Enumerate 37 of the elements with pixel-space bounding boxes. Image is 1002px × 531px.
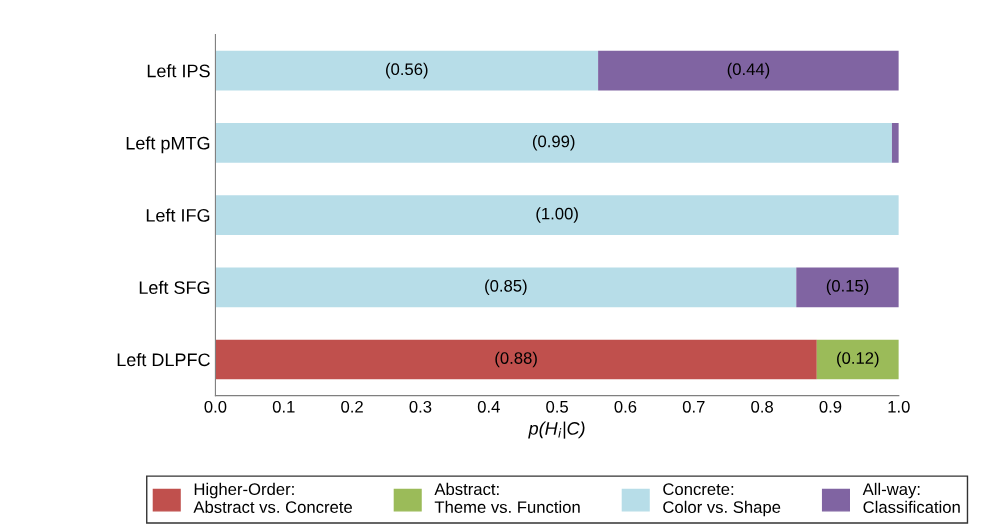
data-label: (1.00) — [536, 207, 578, 223]
x-tick-label: 0.8 — [751, 400, 773, 413]
x-tick-label: 0.0 — [204, 400, 227, 413]
data-label: (0.44) — [727, 62, 770, 79]
x-tick-label: 0.9 — [819, 400, 842, 413]
legend-label: Abstract: Theme vs. Function — [434, 482, 580, 514]
bar — [215, 122, 892, 163]
x-axis-title: p(H$_{i}$|C) — [528, 421, 585, 439]
bar — [796, 267, 899, 308]
x-tick-label: 0.4 — [477, 400, 500, 413]
y-tick-label: Left DLPFC — [117, 352, 210, 367]
y-tick-label: Left SFG — [139, 280, 210, 294]
bar — [816, 339, 899, 380]
x-tick-label: 0.7 — [682, 400, 705, 413]
bar — [598, 50, 899, 91]
y-tick-label: Left IPS — [147, 64, 210, 78]
x-tick-label: 0.6 — [614, 400, 637, 413]
legend-label: All-way: Classification — [862, 482, 960, 514]
x-tick-label: 0.2 — [341, 400, 363, 413]
x-tick-label: 0.5 — [546, 400, 568, 413]
x-tick-label: 0.3 — [409, 400, 432, 413]
bar — [215, 50, 599, 91]
x-tick-label: 1.0 — [888, 400, 910, 413]
y-tick-label: Left IFG — [146, 208, 210, 222]
bar — [215, 267, 797, 308]
y-tick-label: Left pMTG — [126, 136, 210, 154]
data-label: (0.15) — [826, 279, 869, 296]
x-tick-label: 0.1 — [272, 400, 295, 413]
bar — [215, 195, 899, 235]
data-label: (0.88) — [495, 351, 537, 368]
bar — [215, 339, 817, 380]
data-label: (0.12) — [837, 351, 879, 368]
data-label: (0.99) — [532, 135, 575, 151]
data-label: (0.56) — [386, 62, 428, 79]
legend-label: Higher-Order: Abstract vs. Concrete — [193, 482, 352, 514]
data-label: (0.85) — [485, 279, 527, 296]
legend-label: Concrete: Color vs. Shape — [663, 483, 781, 517]
